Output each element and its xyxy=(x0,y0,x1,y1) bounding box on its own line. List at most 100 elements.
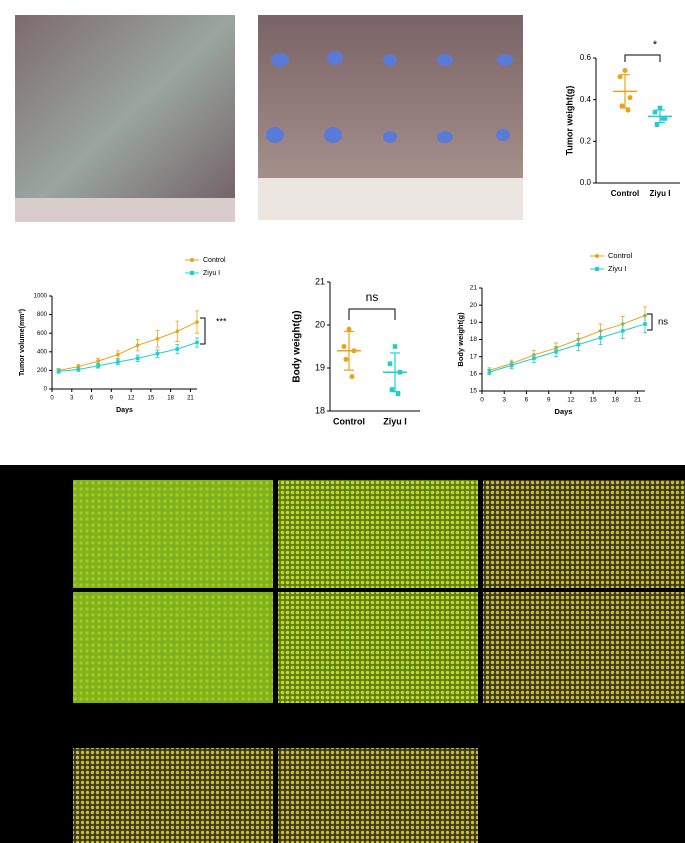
x-tick-label: Ziyu I xyxy=(650,189,671,198)
x-tick-label: 21 xyxy=(187,396,194,402)
x-tick-label: Ziyu I xyxy=(383,416,407,426)
legend-marker xyxy=(595,267,599,271)
point xyxy=(627,95,633,101)
point xyxy=(387,361,393,366)
point xyxy=(617,74,623,80)
point xyxy=(509,363,514,368)
legend-label: Control xyxy=(203,257,226,264)
x-tick-label: Control xyxy=(611,189,639,198)
annotation: *** xyxy=(216,316,227,326)
tumors xyxy=(266,51,513,143)
y-tick-label: 20 xyxy=(315,319,325,329)
point xyxy=(175,329,180,334)
point xyxy=(116,360,120,364)
point xyxy=(392,344,398,349)
x-tick-label: 15 xyxy=(590,397,598,404)
point xyxy=(341,344,347,349)
annotation: * xyxy=(653,39,658,51)
point xyxy=(389,387,395,392)
mice-photo xyxy=(15,15,235,222)
histology xyxy=(278,748,478,843)
bracket xyxy=(348,308,396,320)
x-axis-label: Days xyxy=(116,407,133,414)
point xyxy=(195,340,199,345)
point xyxy=(346,326,352,332)
point xyxy=(116,352,120,357)
y-axis-label: Tumor volume(mm³) xyxy=(19,309,26,376)
y-tick-label: 400 xyxy=(37,349,48,355)
y-tick-label: 18 xyxy=(470,336,478,343)
annotation: ns xyxy=(658,317,668,328)
legend-marker xyxy=(190,258,194,262)
y-tick-label: 200 xyxy=(37,368,48,374)
point xyxy=(625,107,631,113)
y-axis-label: Body weight(g) xyxy=(292,310,303,382)
point xyxy=(135,343,140,348)
histology xyxy=(73,480,273,588)
point xyxy=(622,68,628,73)
point xyxy=(135,356,140,361)
x-tick-label: 12 xyxy=(128,396,135,402)
x-tick-label: 12 xyxy=(567,397,575,404)
x-axis-label: Days xyxy=(555,407,573,416)
ruler xyxy=(258,178,523,220)
error-bar xyxy=(655,109,665,124)
legend-label: Ziyu I xyxy=(203,270,220,277)
point xyxy=(76,367,81,372)
point xyxy=(349,374,355,380)
legend-marker xyxy=(595,254,599,258)
y-tick-label: 21 xyxy=(470,285,478,292)
histology xyxy=(73,592,273,703)
legend-label: Ziyu I xyxy=(608,264,626,273)
y-tick-label: 20 xyxy=(470,302,478,309)
error-bar xyxy=(620,74,630,109)
point xyxy=(576,342,581,347)
y-tick-label: 18 xyxy=(315,405,325,415)
y-tick-label: 0 xyxy=(44,387,48,393)
bracket xyxy=(647,313,653,331)
histology xyxy=(73,748,273,843)
point xyxy=(96,359,100,363)
point xyxy=(643,322,647,326)
x-tick-label: 0 xyxy=(480,397,484,404)
histology xyxy=(278,480,478,588)
point xyxy=(532,356,536,361)
point xyxy=(56,369,61,374)
x-tick-label: 21 xyxy=(634,397,642,404)
x-tick-label: 9 xyxy=(547,397,551,404)
annotation: ns xyxy=(366,290,379,304)
y-tick-label: 19 xyxy=(315,362,325,372)
x-tick-label: 6 xyxy=(90,396,94,402)
y-tick-label: 800 xyxy=(37,312,48,318)
y-tick-label: 21 xyxy=(315,276,325,286)
histology xyxy=(483,480,685,588)
y-axis-label: Tumor weight(g) xyxy=(564,86,574,156)
point xyxy=(554,349,558,354)
point xyxy=(619,103,625,109)
point xyxy=(155,336,160,341)
y-tick-label: 600 xyxy=(37,331,48,337)
y-tick-label: 1000 xyxy=(34,294,48,300)
histology xyxy=(483,592,685,703)
x-tick-label: 0 xyxy=(50,396,54,402)
histology xyxy=(278,592,478,703)
line xyxy=(58,321,198,371)
x-tick-label: 6 xyxy=(525,397,529,404)
point xyxy=(620,329,625,333)
x-tick-label: 18 xyxy=(612,397,620,404)
y-tick-label: 17 xyxy=(470,353,478,360)
y-tick-label: 16 xyxy=(470,371,478,378)
point xyxy=(660,116,666,121)
y-tick-label: 0.0 xyxy=(580,178,592,187)
point xyxy=(654,122,660,127)
y-tick-label: 0.4 xyxy=(580,95,592,104)
bracket xyxy=(624,54,661,62)
y-axis-label: Body weight(g) xyxy=(456,312,465,367)
point xyxy=(155,351,160,356)
point xyxy=(395,391,401,397)
x-tick-label: 3 xyxy=(70,396,74,402)
legend-marker xyxy=(190,271,194,275)
line xyxy=(58,342,198,372)
ruler xyxy=(15,198,235,222)
